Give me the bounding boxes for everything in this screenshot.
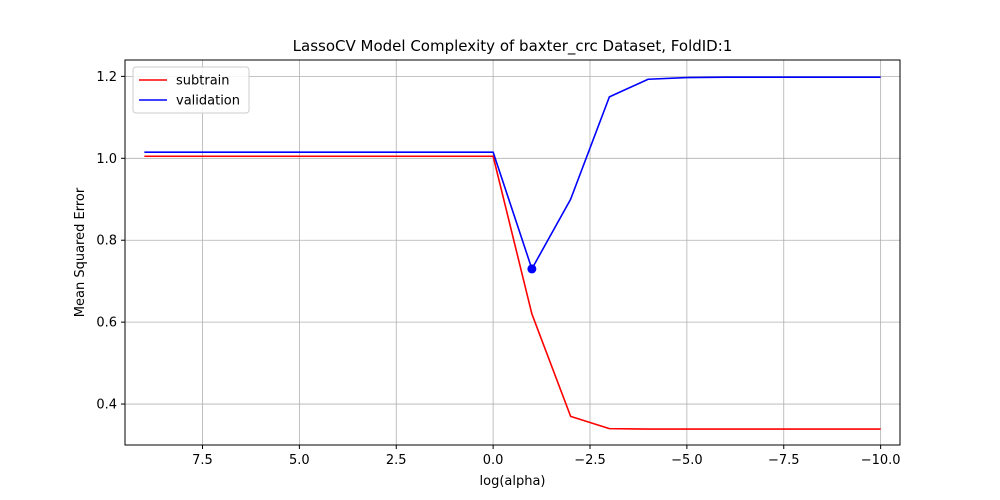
x-axis: 7.5 5.0 2.5 0.0 −2.5 −5.0 −7.5 −10.0 [192, 445, 901, 468]
legend: subtrain validation [132, 66, 250, 114]
x-tick-label: 0.0 [483, 453, 504, 468]
grid [125, 60, 900, 445]
x-axis-label: log(alpha) [480, 474, 546, 489]
legend-label-validation: validation [176, 94, 240, 109]
legend-box [132, 66, 250, 114]
y-axis: 0.4 0.6 0.8 1.0 1.2 [96, 70, 125, 413]
chart-title: LassoCV Model Complexity of baxter_crc D… [293, 37, 733, 56]
x-tick-label: −10.0 [861, 453, 901, 468]
plot-frame [124, 59, 901, 446]
min-validation-marker [527, 264, 537, 274]
x-tick-label: 7.5 [192, 453, 213, 468]
legend-label-subtrain: subtrain [176, 74, 230, 89]
x-tick-label: 2.5 [386, 453, 407, 468]
y-tick-label: 1.2 [96, 70, 117, 85]
y-tick-label: 1.0 [96, 152, 117, 167]
y-tick-label: 0.8 [96, 234, 117, 249]
series-layer [144, 76, 881, 430]
y-tick-label: 0.4 [96, 398, 117, 413]
series-line-subtrain [144, 155, 881, 430]
y-tick-label: 0.6 [96, 316, 117, 331]
series-line-validation [144, 76, 881, 270]
x-tick-label: 5.0 [289, 453, 310, 468]
y-axis-label: Mean Squared Error [73, 187, 88, 317]
x-tick-label: −5.0 [671, 453, 703, 468]
x-tick-label: −2.5 [574, 453, 606, 468]
x-tick-label: −7.5 [768, 453, 800, 468]
